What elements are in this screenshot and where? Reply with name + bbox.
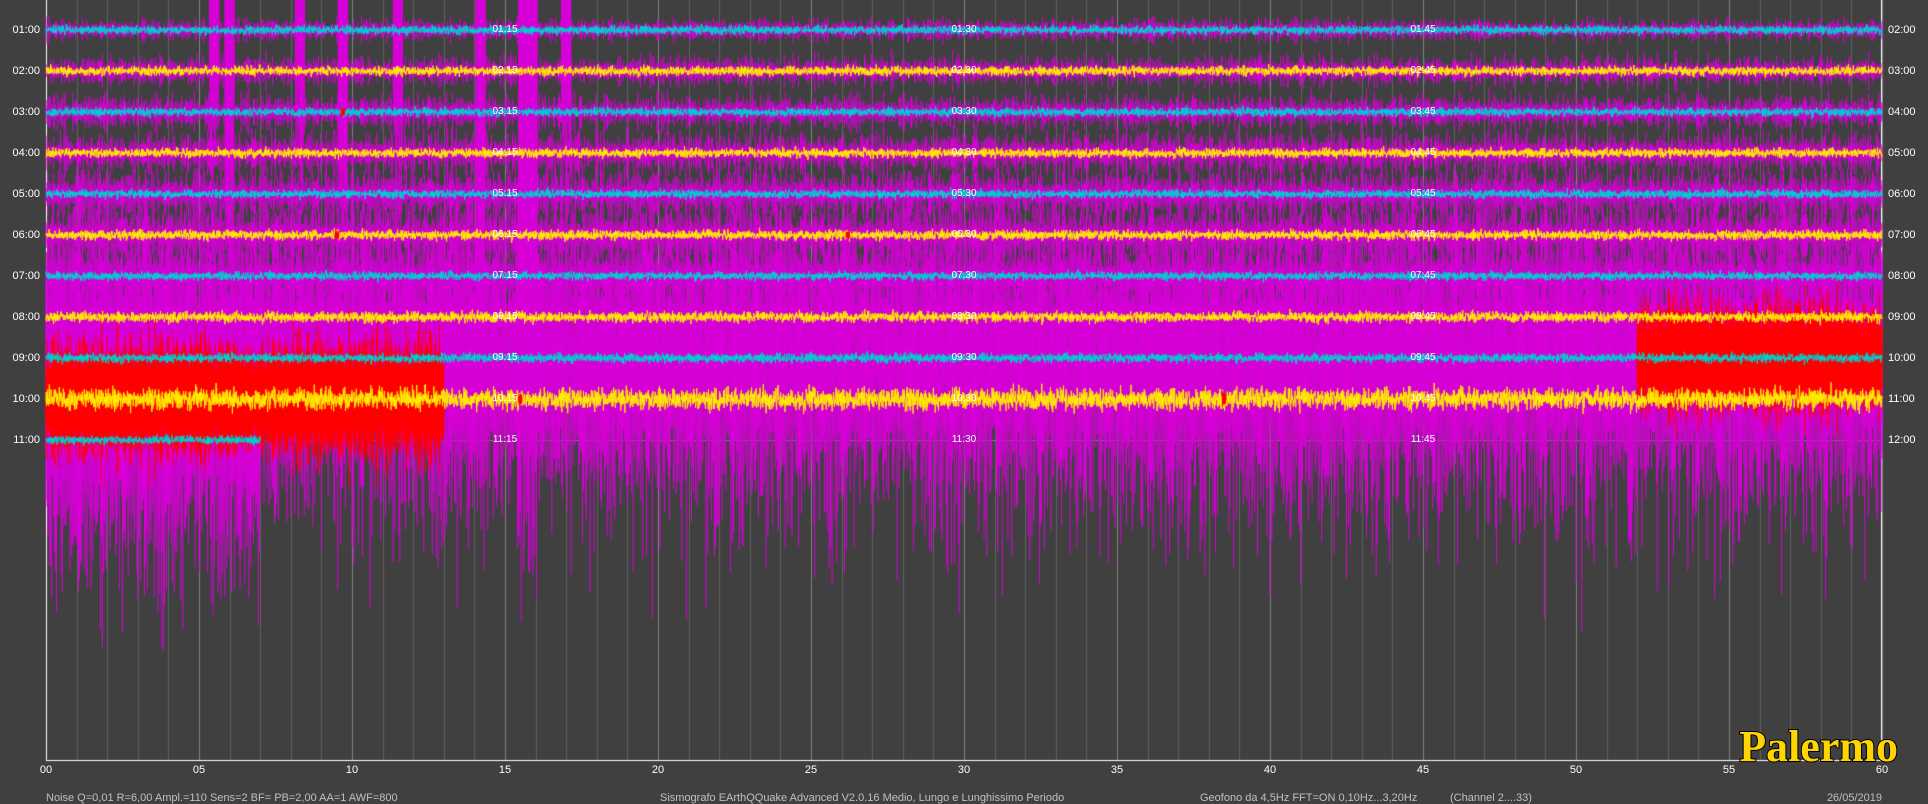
row-start-label: 01:00 — [10, 24, 40, 36]
row-end-label: 05:00 — [1888, 147, 1918, 159]
row-mid-label: 07:15 — [492, 270, 517, 281]
row-start-label: 11:00 — [10, 434, 40, 446]
row-mid-label: 08:45 — [1410, 311, 1435, 322]
x-tick-label: 35 — [1111, 764, 1123, 776]
x-tick-label: 00 — [40, 764, 52, 776]
x-tick-label: 50 — [1570, 764, 1582, 776]
row-mid-label: 07:45 — [1410, 270, 1435, 281]
footer-right1: Geofono da 4,5Hz FFT=ON 0,10Hz...3,20Hz — [1200, 792, 1417, 804]
row-start-label: 04:00 — [10, 147, 40, 159]
row-mid-label: 09:15 — [492, 352, 517, 363]
row-mid-label: 05:45 — [1410, 188, 1435, 199]
row-mid-label: 10:30 — [951, 393, 976, 404]
x-tick-label: 10 — [346, 764, 358, 776]
row-start-label: 03:00 — [10, 106, 40, 118]
row-start-label: 10:00 — [10, 393, 40, 405]
x-tick-label: 45 — [1417, 764, 1429, 776]
row-mid-label: 01:15 — [492, 24, 517, 35]
x-tick-label: 05 — [193, 764, 205, 776]
row-end-label: 06:00 — [1888, 188, 1918, 200]
x-tick-label: 60 — [1876, 764, 1888, 776]
row-mid-label: 09:45 — [1410, 352, 1435, 363]
row-mid-label: 07:30 — [951, 270, 976, 281]
x-tick-label: 25 — [805, 764, 817, 776]
row-mid-label: 10:15 — [492, 393, 517, 404]
row-end-label: 11:00 — [1888, 393, 1918, 405]
row-start-label: 09:00 — [10, 352, 40, 364]
row-start-label: 07:00 — [10, 270, 40, 282]
row-mid-label: 04:30 — [951, 147, 976, 158]
footer-left: Noise Q=0,01 R=6,00 Ampl.=110 Sens=2 BF=… — [46, 792, 398, 804]
row-end-label: 02:00 — [1888, 24, 1918, 36]
row-mid-label: 03:45 — [1410, 106, 1435, 117]
row-mid-label: 11:30 — [952, 434, 976, 445]
x-tick-label: 15 — [499, 764, 511, 776]
row-mid-label: 01:30 — [951, 24, 976, 35]
row-mid-label: 02:30 — [951, 65, 976, 76]
row-mid-label: 03:15 — [492, 106, 517, 117]
row-end-label: 08:00 — [1888, 270, 1918, 282]
row-mid-label: 08:30 — [951, 311, 976, 322]
row-mid-label: 05:15 — [492, 188, 517, 199]
row-mid-label: 06:30 — [951, 229, 976, 240]
row-start-label: 05:00 — [10, 188, 40, 200]
row-mid-label: 03:30 — [951, 106, 976, 117]
row-mid-label: 05:30 — [951, 188, 976, 199]
row-mid-label: 02:45 — [1410, 65, 1435, 76]
row-mid-label: 11:45 — [1411, 434, 1435, 445]
row-end-label: 07:00 — [1888, 229, 1918, 241]
row-mid-label: 10:45 — [1410, 393, 1435, 404]
row-start-label: 02:00 — [10, 65, 40, 77]
row-mid-label: 04:45 — [1410, 147, 1435, 158]
x-tick-label: 40 — [1264, 764, 1276, 776]
x-tick-label: 55 — [1723, 764, 1735, 776]
row-mid-label: 06:15 — [492, 229, 517, 240]
row-mid-label: 09:30 — [951, 352, 976, 363]
row-end-label: 04:00 — [1888, 106, 1918, 118]
row-mid-label: 04:15 — [492, 147, 517, 158]
row-mid-label: 01:45 — [1410, 24, 1435, 35]
row-start-label: 08:00 — [10, 311, 40, 323]
row-end-label: 10:00 — [1888, 352, 1918, 364]
row-mid-label: 02:15 — [492, 65, 517, 76]
footer-center: Sismografo EArthQQuake Advanced V2.0.16 … — [660, 792, 1064, 804]
footer-right2: (Channel 2....33) — [1450, 792, 1532, 804]
x-tick-label: 30 — [958, 764, 970, 776]
row-end-label: 09:00 — [1888, 311, 1918, 323]
row-mid-label: 11:15 — [493, 434, 517, 445]
row-mid-label: 06:45 — [1410, 229, 1435, 240]
row-mid-label: 08:15 — [492, 311, 517, 322]
row-start-label: 06:00 — [10, 229, 40, 241]
row-end-label: 03:00 — [1888, 65, 1918, 77]
station-label: Palermo — [1739, 721, 1898, 772]
x-tick-label: 20 — [652, 764, 664, 776]
footer-date: 26/05/2019 — [1827, 792, 1882, 804]
row-end-label: 12:00 — [1888, 434, 1918, 446]
